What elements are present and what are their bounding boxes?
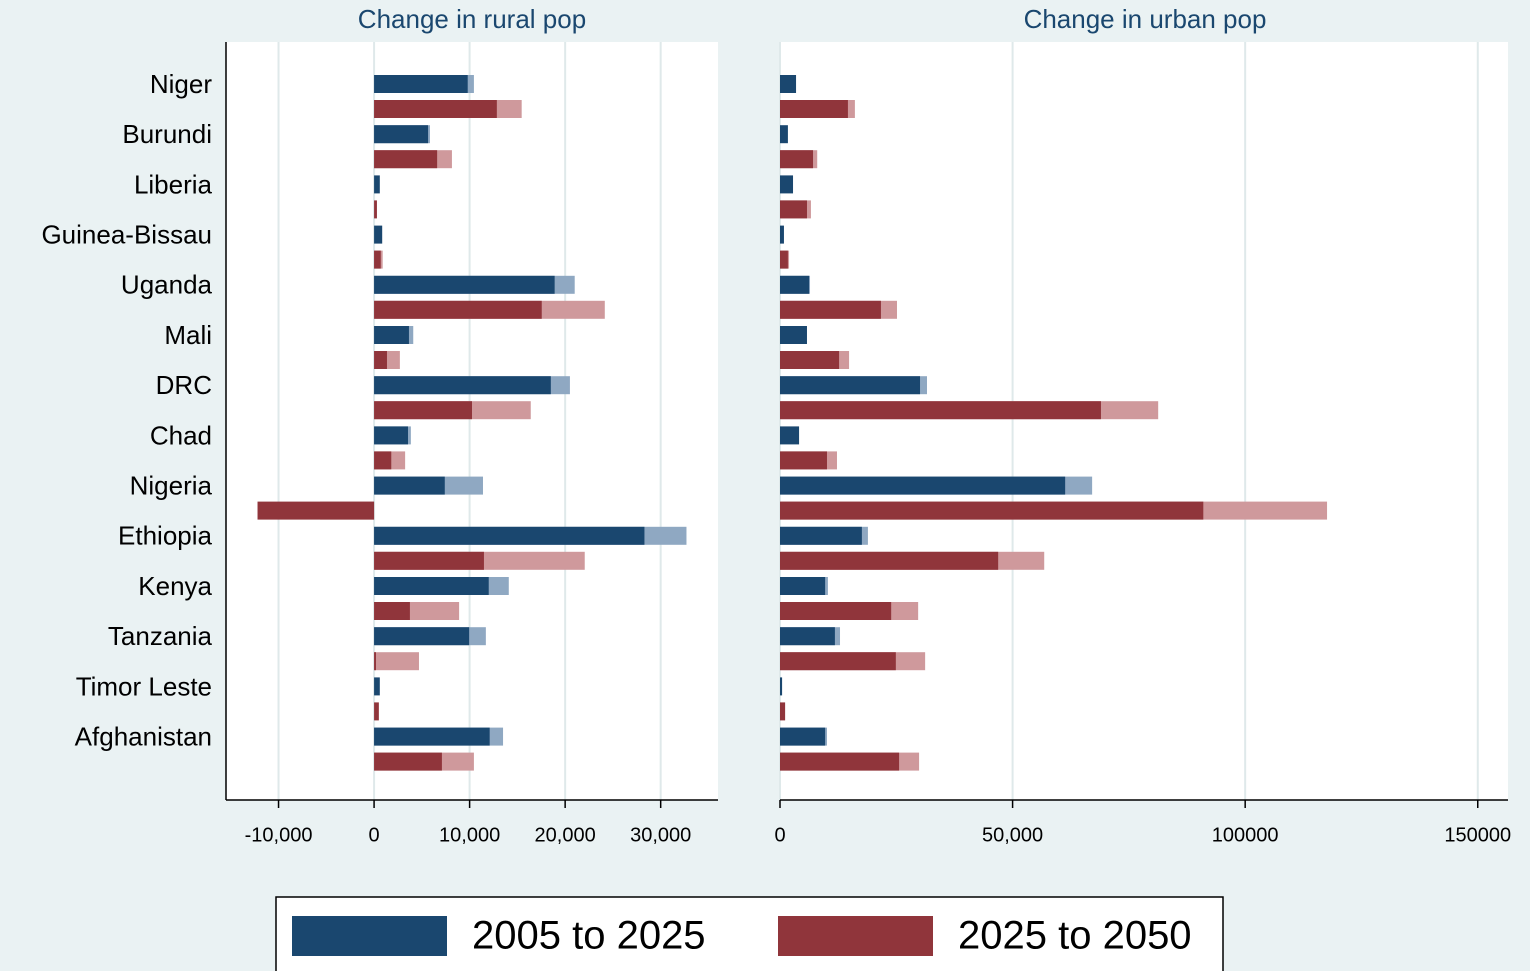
bar [374,627,470,646]
y-tick-label: Tanzania [108,621,213,651]
bar [780,150,814,169]
legend-swatch [778,916,933,956]
bar [374,300,542,319]
bar [780,225,784,244]
chart-title: Change in urban pop [1024,4,1267,34]
bar [374,250,381,269]
bar [374,702,379,721]
bar [780,577,826,595]
bar [374,677,380,696]
y-tick-label: Burundi [122,119,212,149]
y-tick-label: Nigeria [130,470,213,500]
legend-label: 2025 to 2050 [958,914,1192,958]
bar [780,451,827,470]
y-tick-label: Niger [150,69,212,99]
bar [374,75,468,93]
bar [374,727,490,746]
bar [374,125,429,144]
bar [780,752,900,771]
bar [780,677,783,696]
bar [257,501,375,520]
bar [374,451,392,470]
bar [780,300,881,319]
x-tick-label: 0 [774,824,785,846]
bar [374,401,472,420]
bar [780,326,807,344]
y-tick-label: Kenya [138,571,212,601]
y-tick-label: Timor Leste [76,671,212,701]
x-tick-label: -10,000 [245,824,313,846]
y-tick-label: Mali [164,320,212,350]
bar [374,275,555,294]
bar [780,351,840,369]
legend-label: 2005 to 2025 [472,914,706,958]
y-tick-label: Guinea-Bissau [41,219,212,249]
bar-outer [374,652,419,671]
y-tick-label: Chad [150,420,212,450]
y-tick-label: Liberia [134,169,213,199]
x-tick-label: 10,000 [439,824,500,846]
bar [374,426,408,445]
bar [780,125,788,144]
bar [780,401,1101,420]
bar [374,225,383,244]
bar [780,652,896,671]
bar [374,150,438,169]
bar [374,526,645,545]
bar [780,175,794,194]
legend-swatch [292,916,447,956]
bar [780,476,1066,495]
bar [374,175,380,194]
bar [780,275,810,294]
bar [374,351,387,369]
bar [374,652,376,671]
bar [374,551,484,570]
bar [374,100,497,118]
bar [374,752,442,771]
bar [780,727,826,746]
x-tick-label: 20,000 [535,824,596,846]
bar [780,526,862,545]
bar [780,602,892,620]
chart-title: Change in rural pop [358,4,586,34]
x-tick-label: 100000 [1212,824,1279,846]
bar [780,100,848,118]
bar [780,75,797,93]
y-tick-label: Afghanistan [75,721,212,751]
bar [374,602,410,620]
x-tick-label: 150000 [1444,824,1511,846]
y-tick-label: DRC [156,370,212,400]
bar [780,501,1204,520]
bar [374,376,551,395]
x-tick-label: 30,000 [630,824,691,846]
bar [374,200,377,219]
bar [780,551,999,570]
y-tick-label: Uganda [121,270,213,300]
x-tick-label: 50,000 [982,824,1043,846]
plot-area [780,42,1508,800]
bar [780,627,835,646]
bar [374,476,445,495]
bar [780,250,788,269]
plot-area [226,42,718,800]
x-tick-label: 0 [369,824,380,846]
bar [374,577,489,595]
bar [780,426,800,445]
bar [780,376,921,395]
bar [780,200,807,219]
y-tick-label: Ethiopia [118,521,212,551]
bar [780,702,786,721]
bar [374,326,409,344]
